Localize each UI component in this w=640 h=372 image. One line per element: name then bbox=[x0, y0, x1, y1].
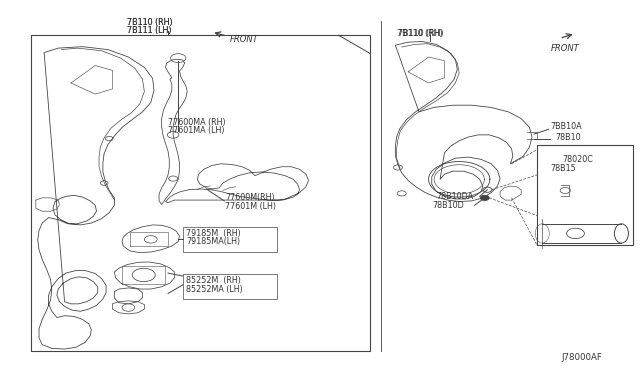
Circle shape bbox=[480, 195, 489, 201]
Text: 7B110 (RH): 7B110 (RH) bbox=[127, 18, 173, 27]
Text: 85252MA (LH): 85252MA (LH) bbox=[186, 285, 243, 294]
Bar bbox=[182, 227, 277, 252]
Bar bbox=[182, 274, 277, 299]
Text: 7B110 (RH): 7B110 (RH) bbox=[398, 29, 444, 38]
Text: 7BB10A: 7BB10A bbox=[550, 122, 582, 131]
Text: FRONT: FRONT bbox=[229, 35, 258, 45]
Text: 85252M  (RH): 85252M (RH) bbox=[186, 276, 241, 285]
Text: 7B111 (LH): 7B111 (LH) bbox=[127, 26, 172, 35]
Text: 7B111 (LH): 7B111 (LH) bbox=[127, 26, 172, 35]
Text: 78B10DA: 78B10DA bbox=[436, 192, 474, 201]
Text: 77601MA (LH): 77601MA (LH) bbox=[168, 126, 225, 135]
Text: J78000AF: J78000AF bbox=[561, 353, 602, 362]
Text: 79185MA(LH): 79185MA(LH) bbox=[186, 237, 240, 247]
Text: 78B15: 78B15 bbox=[550, 164, 575, 173]
Text: FRONT: FRONT bbox=[551, 44, 580, 52]
Text: 78B10: 78B10 bbox=[555, 132, 580, 142]
Bar bbox=[31, 35, 371, 351]
Text: 78B10D: 78B10D bbox=[433, 201, 464, 210]
Text: 7B110 (RH): 7B110 (RH) bbox=[397, 29, 442, 38]
Text: 7B110 (RH): 7B110 (RH) bbox=[127, 18, 173, 27]
Bar bbox=[31, 35, 371, 351]
Text: 78020C: 78020C bbox=[563, 155, 593, 164]
Text: 79185M  (RH): 79185M (RH) bbox=[186, 228, 241, 238]
Bar bbox=[537, 145, 633, 245]
Text: 77600MA (RH): 77600MA (RH) bbox=[168, 118, 226, 127]
Text: 77600M(RH): 77600M(RH) bbox=[225, 193, 275, 202]
Text: 77601M (LH): 77601M (LH) bbox=[225, 202, 276, 211]
